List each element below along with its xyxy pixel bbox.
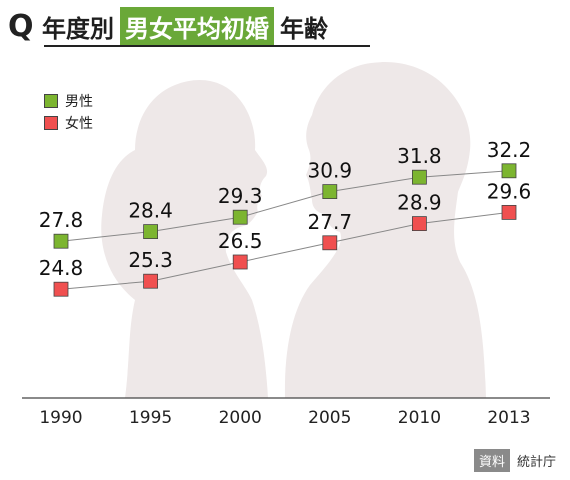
title-highlight: 男女平均初婚 (120, 6, 274, 46)
marker-0-1 (143, 224, 159, 240)
marker-1-4 (411, 216, 427, 232)
x-tick-2010: 2010 (398, 408, 441, 428)
series-markers (53, 163, 517, 297)
legend-swatch-female (44, 116, 58, 130)
x-tick-2000: 2000 (219, 408, 262, 428)
data-label-1-5: 29.6 (487, 179, 532, 203)
source-text: 統計庁 (516, 455, 556, 470)
x-tick-1990: 1990 (39, 408, 82, 428)
data-label-0-0: 27.8 (39, 208, 84, 232)
legend-swatch-male (44, 94, 58, 108)
marker-1-2 (232, 254, 248, 270)
source: 資料 統計庁 (473, 449, 556, 472)
data-label-0-2: 29.3 (218, 184, 263, 208)
data-label-1-4: 28.9 (397, 191, 442, 215)
marker-0-0 (53, 233, 69, 249)
man-silhouette (284, 62, 486, 399)
legend-label-female: 女性 (65, 116, 93, 132)
marker-0-4 (411, 169, 427, 185)
marker-1-1 (143, 273, 159, 289)
data-label-0-5: 32.2 (487, 138, 532, 162)
data-labels: 27.8 28.4 29.3 30.9 31.8 32.2 24.8 25.3 26.5 27.7… (39, 138, 532, 280)
x-tick-labels: 1990 1995 2000 2005 2010 2013 (39, 408, 530, 428)
marker-0-5 (501, 163, 517, 179)
title-before: 年度別 (42, 14, 114, 43)
x-tick-2005: 2005 (308, 408, 351, 428)
marker-1-3 (322, 235, 338, 251)
marker-1-0 (53, 281, 69, 297)
data-label-1-3: 27.7 (308, 210, 353, 234)
series-line-0 (60, 170, 510, 242)
data-label-0-4: 31.8 (397, 144, 442, 168)
legend: 男性 女性 (44, 90, 93, 134)
chart-title: Q 年度別 男女平均初婚 年齢 (8, 6, 328, 46)
title-after: 年齢 (280, 14, 328, 43)
marker-0-3 (322, 184, 338, 200)
silhouettes (101, 62, 486, 399)
marker-0-2 (232, 209, 248, 225)
legend-item-male: 男性 (44, 90, 93, 112)
data-label-1-0: 24.8 (39, 256, 84, 280)
source-tag: 資料 (473, 449, 510, 472)
data-label-0-1: 28.4 (128, 199, 173, 223)
q-icon: Q (8, 8, 34, 44)
data-label-0-3: 30.9 (308, 159, 353, 183)
marker-1-5 (501, 204, 517, 220)
title-underline (44, 45, 370, 47)
series-lines (60, 170, 510, 290)
data-label-1-2: 26.5 (218, 229, 263, 253)
legend-item-female: 女性 (44, 112, 93, 134)
legend-label-male: 男性 (65, 94, 93, 110)
series-line-1 (60, 211, 510, 290)
data-label-1-1: 25.3 (128, 248, 173, 272)
woman-silhouette (101, 80, 268, 398)
x-tick-1995: 1995 (129, 408, 172, 428)
x-tick-2013: 2013 (487, 408, 530, 428)
